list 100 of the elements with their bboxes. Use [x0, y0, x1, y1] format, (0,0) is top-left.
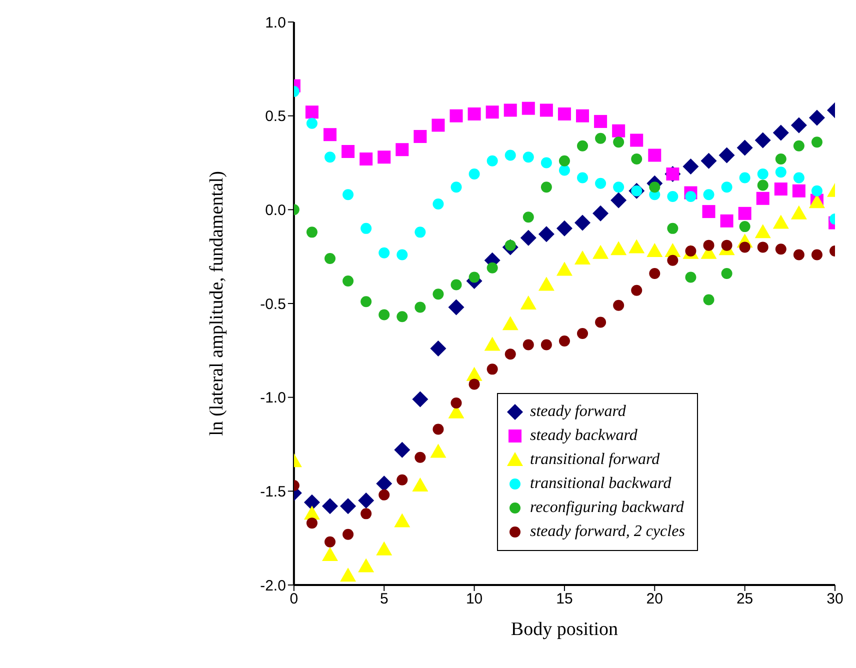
y-tick-label: -1.5	[260, 483, 286, 500]
point	[754, 224, 771, 238]
point	[484, 336, 500, 351]
point	[613, 136, 624, 148]
point	[412, 391, 428, 408]
point	[739, 221, 750, 232]
point	[811, 136, 822, 148]
point	[610, 192, 627, 208]
y-tick-label: 0.5	[265, 108, 286, 126]
point	[793, 172, 804, 184]
point	[595, 178, 606, 189]
point	[685, 272, 696, 283]
point	[538, 276, 554, 291]
y-tick-label: 0.0	[265, 202, 286, 219]
legend-label: steady forward	[530, 403, 626, 421]
legend-label: steady forward, 2 cycles	[530, 523, 685, 541]
point	[612, 124, 626, 138]
point	[305, 106, 318, 119]
y-tick-label: 1.0	[265, 14, 286, 32]
point	[432, 118, 445, 132]
point	[721, 240, 732, 251]
point	[486, 106, 499, 119]
x-tick-label: 15	[556, 590, 573, 608]
point	[613, 182, 624, 193]
point	[340, 498, 356, 514]
point	[757, 242, 768, 253]
point	[306, 226, 318, 238]
point	[646, 242, 663, 257]
point	[739, 242, 750, 253]
point	[772, 214, 789, 229]
point	[736, 140, 753, 156]
point	[739, 172, 750, 184]
point	[360, 296, 372, 308]
point	[378, 489, 390, 500]
point	[577, 328, 588, 340]
point	[667, 222, 678, 234]
point	[396, 143, 409, 156]
point	[682, 158, 699, 175]
point	[324, 128, 337, 142]
point	[450, 182, 462, 193]
point	[324, 152, 336, 163]
point	[414, 130, 427, 143]
legend-label: transitional backward	[530, 475, 672, 493]
point	[378, 247, 390, 258]
point	[720, 214, 734, 228]
x-tick-label: 10	[466, 590, 483, 608]
point	[649, 268, 660, 279]
point	[592, 205, 609, 222]
point	[322, 546, 338, 561]
point	[522, 339, 534, 350]
point	[432, 288, 444, 300]
point	[538, 226, 554, 242]
point	[414, 226, 426, 238]
point	[450, 109, 463, 122]
point	[775, 166, 786, 178]
point	[430, 444, 446, 458]
point	[522, 102, 535, 115]
x-axis-title: Body position	[510, 619, 619, 640]
y-tick-label: -2.0	[260, 577, 286, 594]
legend-label: reconfiguring backward	[530, 499, 684, 517]
point	[522, 152, 534, 163]
point	[340, 568, 356, 582]
point	[630, 134, 644, 147]
point	[304, 494, 320, 510]
point	[576, 109, 590, 122]
point	[702, 205, 716, 218]
point	[610, 241, 627, 256]
point	[790, 117, 807, 134]
point	[358, 558, 374, 572]
point	[522, 212, 534, 223]
point	[793, 140, 804, 152]
point	[667, 254, 678, 266]
point	[721, 182, 732, 193]
point	[793, 249, 804, 260]
point	[685, 191, 696, 202]
point	[324, 536, 336, 548]
point	[574, 250, 591, 264]
point	[360, 152, 373, 166]
point	[558, 164, 570, 176]
point	[757, 168, 768, 180]
point	[342, 275, 354, 286]
point	[376, 541, 392, 556]
point	[577, 140, 588, 152]
point	[811, 249, 822, 260]
point	[792, 184, 806, 198]
point	[450, 279, 462, 290]
point	[648, 148, 662, 162]
point	[468, 168, 480, 180]
point	[414, 302, 426, 313]
point	[360, 222, 372, 234]
point	[394, 442, 410, 458]
point	[432, 198, 444, 210]
point	[631, 284, 642, 296]
point	[631, 153, 642, 164]
point	[486, 155, 498, 166]
x-tick-label: 20	[646, 590, 663, 608]
point	[628, 239, 645, 254]
point	[486, 262, 498, 274]
y-tick-label: -1.0	[260, 390, 286, 407]
point	[504, 104, 517, 117]
